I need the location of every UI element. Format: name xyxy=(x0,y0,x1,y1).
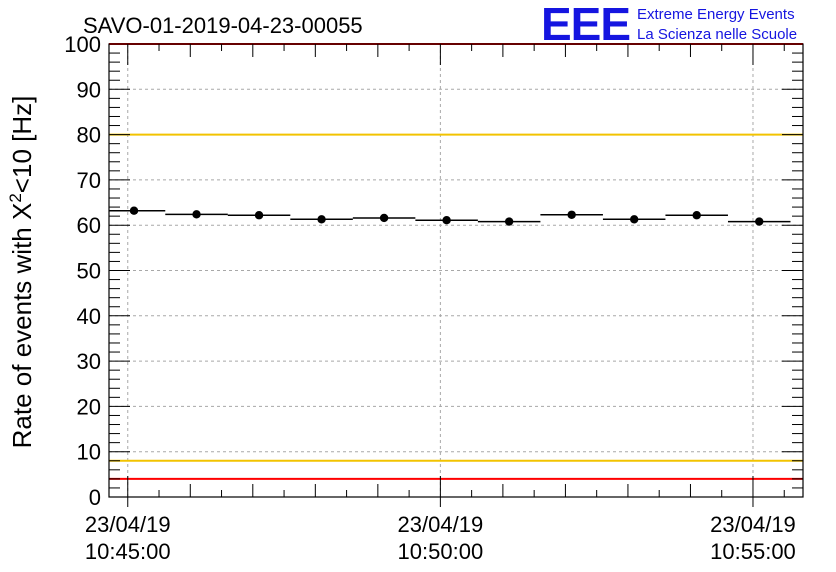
y-tick-label: 50 xyxy=(77,259,101,284)
tick-labels: 010203040506070809010023/04/1910:45:0023… xyxy=(64,32,796,564)
data-point xyxy=(379,213,389,223)
data-point xyxy=(504,217,514,226)
axes xyxy=(108,43,804,507)
y-axis-label-main: Rate of events with X xyxy=(7,203,37,449)
y-tick-label: 0 xyxy=(89,485,101,510)
y-tick-label: 60 xyxy=(77,213,101,238)
x-tick-label-date: 23/04/19 xyxy=(85,512,171,537)
x-tick-label-date: 23/04/19 xyxy=(710,512,796,537)
reference-lines xyxy=(109,43,803,480)
logo-mark: EEE xyxy=(541,0,630,50)
x-tick-label-time: 10:55:00 xyxy=(710,539,796,564)
y-axis-label-tail: <10 [Hz] xyxy=(7,96,37,194)
y-tick-label: 30 xyxy=(77,349,101,374)
data-point xyxy=(192,210,201,219)
plot-frame xyxy=(108,43,804,498)
data-point xyxy=(442,216,451,225)
chart-title: SAVO-01-2019-04-23-00055 xyxy=(83,13,363,38)
data-point xyxy=(129,206,139,215)
x-tick-label-time: 10:45:00 xyxy=(85,539,171,564)
y-tick-label: 90 xyxy=(77,77,101,102)
grid xyxy=(109,44,803,497)
data-point xyxy=(692,211,701,220)
data-point xyxy=(567,210,576,219)
data-point xyxy=(755,217,764,226)
logo-line-2: La Scienza nelle Scuole xyxy=(637,26,797,43)
y-axis-label: Rate of events with X2<10 [Hz] xyxy=(6,96,37,449)
y-axis-label-superscript: 2 xyxy=(6,193,25,202)
x-tick-label-time: 10:50:00 xyxy=(398,539,484,564)
y-tick-label: 10 xyxy=(77,440,101,465)
eee-logo: EEE Extreme Energy Events La Scienza nel… xyxy=(541,0,797,50)
data-series xyxy=(109,206,791,226)
y-tick-label: 100 xyxy=(64,32,101,57)
logo-line-1: Extreme Energy Events xyxy=(637,6,795,23)
y-tick-label: 40 xyxy=(77,304,101,329)
data-point xyxy=(254,211,264,220)
x-tick-label-date: 23/04/19 xyxy=(398,512,484,537)
y-tick-label: 70 xyxy=(77,168,101,193)
y-tick-label: 80 xyxy=(77,123,101,148)
y-tick-label: 20 xyxy=(77,394,101,419)
data-point xyxy=(629,215,639,224)
data-point xyxy=(317,215,326,224)
